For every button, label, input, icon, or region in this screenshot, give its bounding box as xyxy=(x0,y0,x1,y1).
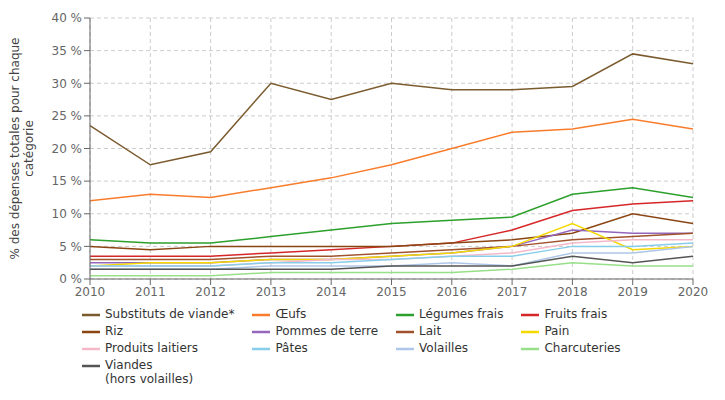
html-text:Riz: Riz xyxy=(105,324,123,338)
html-text:Fruits frais: Fruits frais xyxy=(544,307,608,321)
svg-text:25 %: 25 % xyxy=(52,109,83,123)
svg-text:15 %: 15 % xyxy=(52,174,83,188)
svg-text:% des dépenses totales pour ch: % des dépenses totales pour chaquecatégo… xyxy=(8,38,36,260)
svg-text:35 %: 35 % xyxy=(52,44,83,58)
svg-text:2017: 2017 xyxy=(497,285,528,299)
html-text:Viandes (hors volailles): Viandes (hors volailles) xyxy=(105,358,194,386)
svg-text:30 %: 30 % xyxy=(52,77,83,91)
svg-text:40 %: 40 % xyxy=(52,11,83,25)
html-text:Pain: Pain xyxy=(544,324,570,338)
html-text:Substituts de viande*: Substituts de viande* xyxy=(105,307,235,321)
svg-text:2019: 2019 xyxy=(617,285,648,299)
html-text:Charcuteries: Charcuteries xyxy=(544,341,621,355)
svg-text:2015: 2015 xyxy=(376,285,407,299)
svg-text:2011: 2011 xyxy=(135,285,166,299)
svg-text:2013: 2013 xyxy=(256,285,287,299)
svg-text:2012: 2012 xyxy=(195,285,226,299)
svg-text:5 %: 5 % xyxy=(59,240,82,254)
html-text:Légumes frais: Légumes frais xyxy=(419,307,504,321)
svg-text:2010: 2010 xyxy=(75,285,106,299)
html-text:Lait: Lait xyxy=(419,324,442,338)
html-text:Volailles: Volailles xyxy=(419,341,468,355)
svg-text:2020: 2020 xyxy=(678,285,709,299)
html-text:Œufs: Œufs xyxy=(275,307,307,321)
svg-text:0 %: 0 % xyxy=(59,272,82,286)
svg-text:2018: 2018 xyxy=(557,285,588,299)
svg-text:20 %: 20 % xyxy=(52,142,83,156)
svg-text:10 %: 10 % xyxy=(52,207,83,221)
html-text:Pâtes: Pâtes xyxy=(275,341,308,355)
html-text:Pommes de terre: Pommes de terre xyxy=(275,324,379,338)
svg-text:2014: 2014 xyxy=(316,285,347,299)
html-text:Produits laitiers: Produits laitiers xyxy=(105,341,198,355)
svg-text:2016: 2016 xyxy=(437,285,468,299)
